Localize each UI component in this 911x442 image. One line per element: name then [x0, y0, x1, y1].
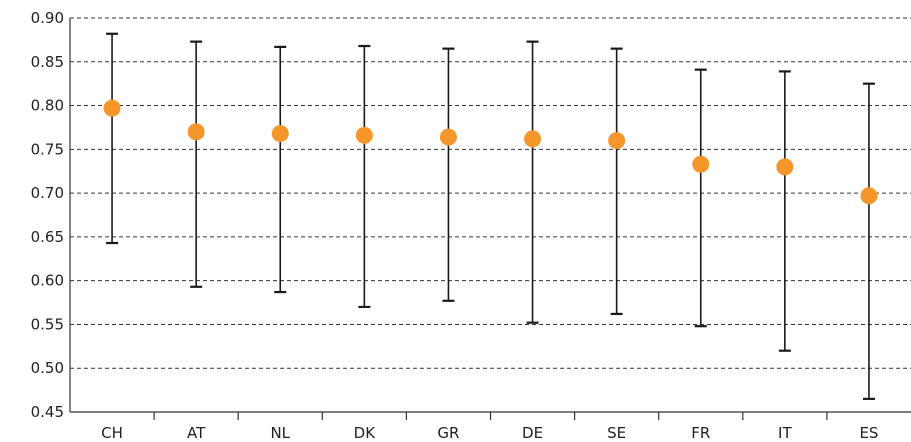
error-bar-de: [526, 40, 539, 324]
y-tick-label: 0.90: [31, 9, 64, 27]
x-tick-label: ES: [859, 424, 878, 442]
x-tick-label: NL: [270, 424, 290, 442]
error-bar-at: [190, 40, 203, 288]
data-point-dk: [355, 126, 373, 144]
data-point-gr: [439, 128, 457, 146]
error-bar-gr: [442, 47, 455, 302]
data-point-at: [187, 123, 205, 141]
x-tick-label: DE: [522, 424, 543, 442]
y-tick-label: 0.70: [31, 184, 64, 202]
data-point-it: [776, 158, 794, 176]
x-tick-label: AT: [187, 424, 206, 442]
x-tick-label: FR: [691, 424, 710, 442]
y-tick-label: 0.50: [31, 359, 64, 377]
data-point-ch: [103, 99, 121, 117]
x-tick-label: GR: [437, 424, 459, 442]
data-point-nl: [271, 125, 289, 143]
y-tick-label: 0.60: [31, 272, 64, 290]
axes: [69, 18, 911, 420]
data-point-es: [860, 187, 878, 205]
error-bar-dk: [358, 44, 371, 309]
x-tick-label: CH: [101, 424, 123, 442]
y-tick-label: 0.65: [31, 228, 64, 246]
y-tick-label: 0.85: [31, 53, 64, 71]
x-tick-label: DK: [354, 424, 377, 442]
grid-lines: [70, 17, 911, 369]
y-tick-label: 0.75: [31, 140, 64, 158]
y-tick-label: 0.80: [31, 97, 64, 115]
error-bar-ch: [106, 32, 119, 245]
y-tick-label: 0.55: [31, 315, 64, 333]
y-tick-label: 0.45: [31, 403, 64, 421]
x-tick-labels: CH AT NL DK GR DE SE FR IT ES: [101, 424, 878, 442]
data-point-de: [524, 130, 542, 148]
y-tick-labels: 0.45 0.50 0.55 0.60 0.65 0.70 0.75 0.80 0.85 0.90: [31, 9, 64, 421]
x-tick-label: SE: [607, 424, 626, 442]
error-bar-es: [862, 82, 875, 400]
data-point-se: [608, 132, 626, 150]
error-bar-se: [610, 47, 623, 316]
data-points: [103, 99, 878, 205]
error-bars: [106, 32, 875, 400]
x-tick-label: IT: [778, 424, 792, 442]
error-bar-nl: [274, 45, 287, 294]
error-bar-it: [778, 70, 791, 352]
data-point-fr: [692, 155, 710, 173]
error-bar-fr: [694, 68, 707, 328]
